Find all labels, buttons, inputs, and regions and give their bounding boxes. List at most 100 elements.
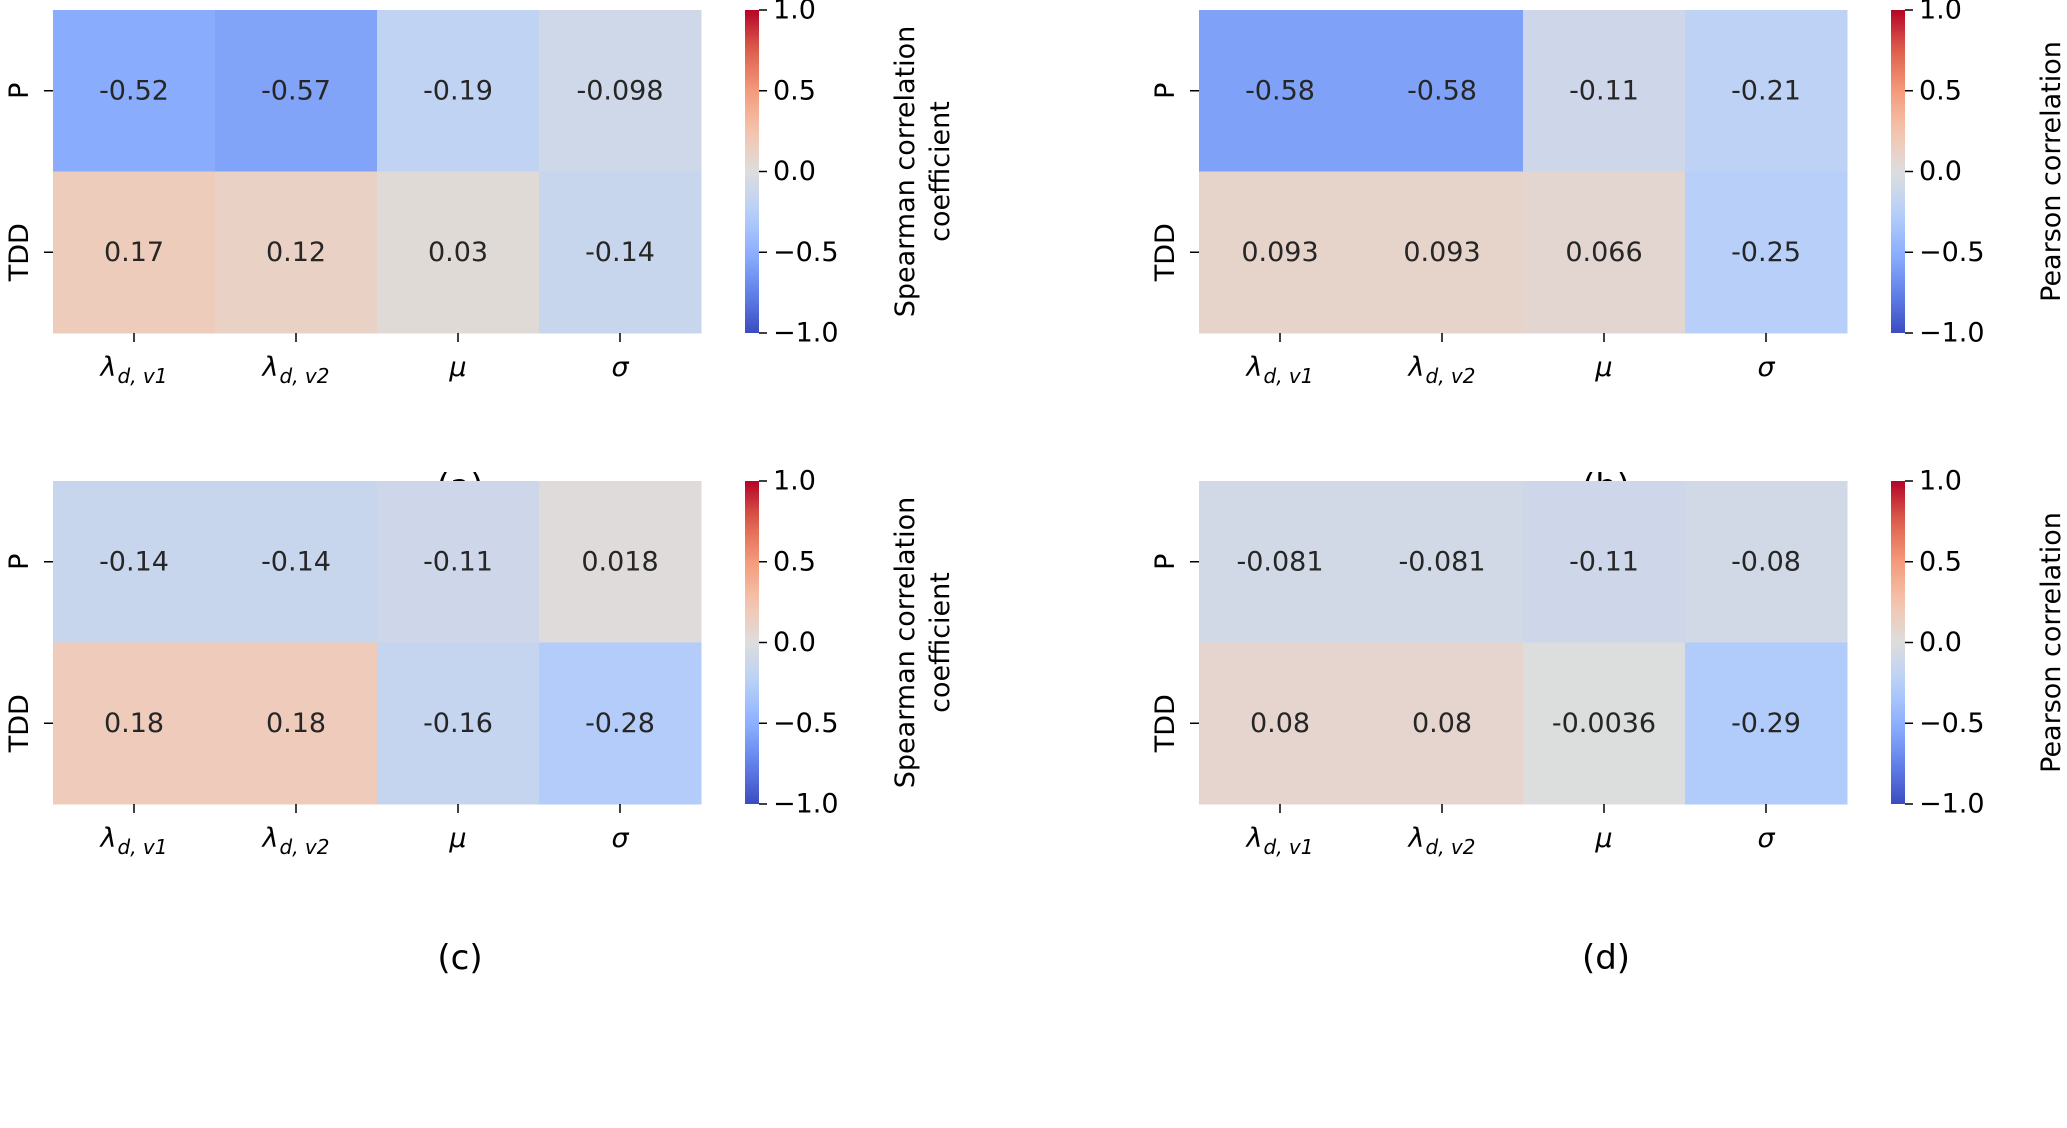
heatmap-cell xyxy=(1685,642,1848,805)
heatmap-cell xyxy=(1199,10,1362,172)
x-tick-label: μ xyxy=(448,823,466,854)
colorbar-tick-label: −1.0 xyxy=(1919,318,1985,349)
colorbar-label: Spearman correlation xyxy=(890,497,921,788)
heatmap-cell xyxy=(1199,642,1362,805)
x-tick-label: λd, v1 xyxy=(1245,352,1314,388)
heatmap-panel-1: -0.52 -0.57 -0.19 -0.098 0.17 0.12 0.03 -0.14 P T… xyxy=(4,0,956,507)
panel-label: (d) xyxy=(1582,938,1630,978)
heatmap-cell xyxy=(539,481,702,643)
heatmap-cell xyxy=(1685,171,1848,334)
heatmap-cell xyxy=(1361,171,1524,334)
heatmap-cell xyxy=(1523,642,1686,805)
colorbar-label: Pearson correlation xyxy=(2036,512,2067,773)
heatmap-cell xyxy=(377,171,540,334)
heatmap-cell xyxy=(53,171,216,334)
colorbar xyxy=(1891,481,1905,804)
heatmap-cell xyxy=(215,481,378,643)
colorbar-tick-label: −0.5 xyxy=(1919,708,1985,739)
colorbar-tick-label: 0.5 xyxy=(773,75,816,106)
cell-value-label: -0.16 xyxy=(423,708,493,739)
colorbar-tick-label: 0.5 xyxy=(1919,546,1962,577)
x-tick-label: σ xyxy=(1757,352,1775,383)
cell-value-label: -0.11 xyxy=(1569,546,1639,577)
heatmap-cell xyxy=(377,642,540,805)
cell-value-label: -0.14 xyxy=(261,546,331,577)
heatmap-cell xyxy=(377,10,540,172)
y-tick-label: TDD xyxy=(4,223,35,282)
cell-value-label: -0.08 xyxy=(1731,546,1801,577)
y-tick-label: TDD xyxy=(1150,223,1181,282)
heatmap-cell xyxy=(1523,10,1686,172)
heatmap-cell xyxy=(1685,10,1848,172)
heatmap-cell xyxy=(1199,481,1362,643)
colorbar-label: Spearman correlation xyxy=(890,26,921,317)
heatmap-cell xyxy=(539,171,702,334)
heatmap-cell xyxy=(1685,481,1848,643)
cell-value-label: -0.57 xyxy=(261,75,331,106)
x-tick-label: λd, v2 xyxy=(1407,823,1476,859)
colorbar-label: coefficient xyxy=(925,572,956,713)
heatmap-panel-2: -0.58 -0.58 -0.11 -0.21 0.093 0.093 0.066 -0.25… xyxy=(1150,0,2067,507)
colorbar-label: coefficient xyxy=(925,101,956,242)
colorbar-tick-label: 0.0 xyxy=(1919,156,1962,187)
cell-value-label: 0.018 xyxy=(581,546,658,577)
y-tick-label: TDD xyxy=(1150,694,1181,753)
heatmap-cell xyxy=(1361,481,1524,643)
cell-value-label: 0.08 xyxy=(1412,708,1472,739)
cell-value-label: -0.14 xyxy=(99,546,169,577)
x-tick-label: λd, v1 xyxy=(1245,823,1314,859)
cell-value-label: -0.11 xyxy=(423,546,493,577)
x-tick-label: μ xyxy=(1594,823,1612,854)
cell-value-label: 0.18 xyxy=(266,708,326,739)
x-tick-label: λd, v2 xyxy=(261,352,330,388)
colorbar-tick-label: −0.5 xyxy=(1919,237,1985,268)
colorbar-tick-label: 0.5 xyxy=(1919,75,1962,106)
colorbar-tick-label: 1.0 xyxy=(1919,0,1962,26)
heatmap-cell xyxy=(1199,171,1362,334)
colorbar-label: Pearson correlation xyxy=(2036,41,2067,302)
y-tick-label: P xyxy=(1150,554,1181,570)
cell-value-label: -0.081 xyxy=(1236,546,1323,577)
colorbar-tick-label: 0.5 xyxy=(773,546,816,577)
colorbar-tick-label: −0.5 xyxy=(773,237,839,268)
cell-value-label: 0.093 xyxy=(1403,237,1480,268)
heatmap-cell xyxy=(1523,171,1686,334)
x-tick-label: σ xyxy=(1757,823,1775,854)
x-tick-label: λd, v2 xyxy=(261,823,330,859)
heatmap-cell xyxy=(539,10,702,172)
colorbar-tick-label: −0.5 xyxy=(773,708,839,739)
cell-value-label: 0.17 xyxy=(104,237,164,268)
cell-value-label: -0.58 xyxy=(1245,75,1315,106)
x-tick-label: μ xyxy=(448,352,466,383)
y-tick-label: P xyxy=(4,554,35,570)
heatmap-panel-3: -0.14 -0.14 -0.11 0.018 0.18 0.18 -0.16 -0.28 P T… xyxy=(4,466,956,979)
x-tick-label: μ xyxy=(1594,352,1612,383)
cell-value-label: -0.52 xyxy=(99,75,169,106)
cell-value-label: 0.066 xyxy=(1565,237,1642,268)
heatmap-cell xyxy=(1361,10,1524,172)
y-tick-label: P xyxy=(4,83,35,99)
cell-value-label: 0.18 xyxy=(104,708,164,739)
y-tick-label: TDD xyxy=(4,694,35,753)
heatmap-panel-4: -0.081 -0.081 -0.11 -0.08 0.08 0.08 -0.0036 -0.… xyxy=(1150,466,2067,979)
colorbar-tick-label: 0.0 xyxy=(773,627,816,658)
cell-value-label: -0.098 xyxy=(576,75,663,106)
colorbar-tick-label: 1.0 xyxy=(773,466,816,497)
heatmap-cell xyxy=(377,481,540,643)
panel-label: (c) xyxy=(437,938,482,978)
cell-value-label: -0.25 xyxy=(1731,237,1801,268)
heatmap-cell xyxy=(215,642,378,805)
cell-value-label: 0.093 xyxy=(1241,237,1318,268)
heatmap-cell xyxy=(53,642,216,805)
x-tick-label: σ xyxy=(611,352,629,383)
heatmap-cell xyxy=(539,642,702,805)
cell-value-label: 0.03 xyxy=(428,237,488,268)
x-tick-label: λd, v1 xyxy=(99,352,168,388)
colorbar xyxy=(745,481,759,804)
cell-value-label: -0.29 xyxy=(1731,708,1801,739)
colorbar-tick-label: 0.0 xyxy=(1919,627,1962,658)
cell-value-label: -0.14 xyxy=(585,237,655,268)
cell-value-label: 0.12 xyxy=(266,237,326,268)
colorbar-tick-label: −1.0 xyxy=(773,318,839,349)
